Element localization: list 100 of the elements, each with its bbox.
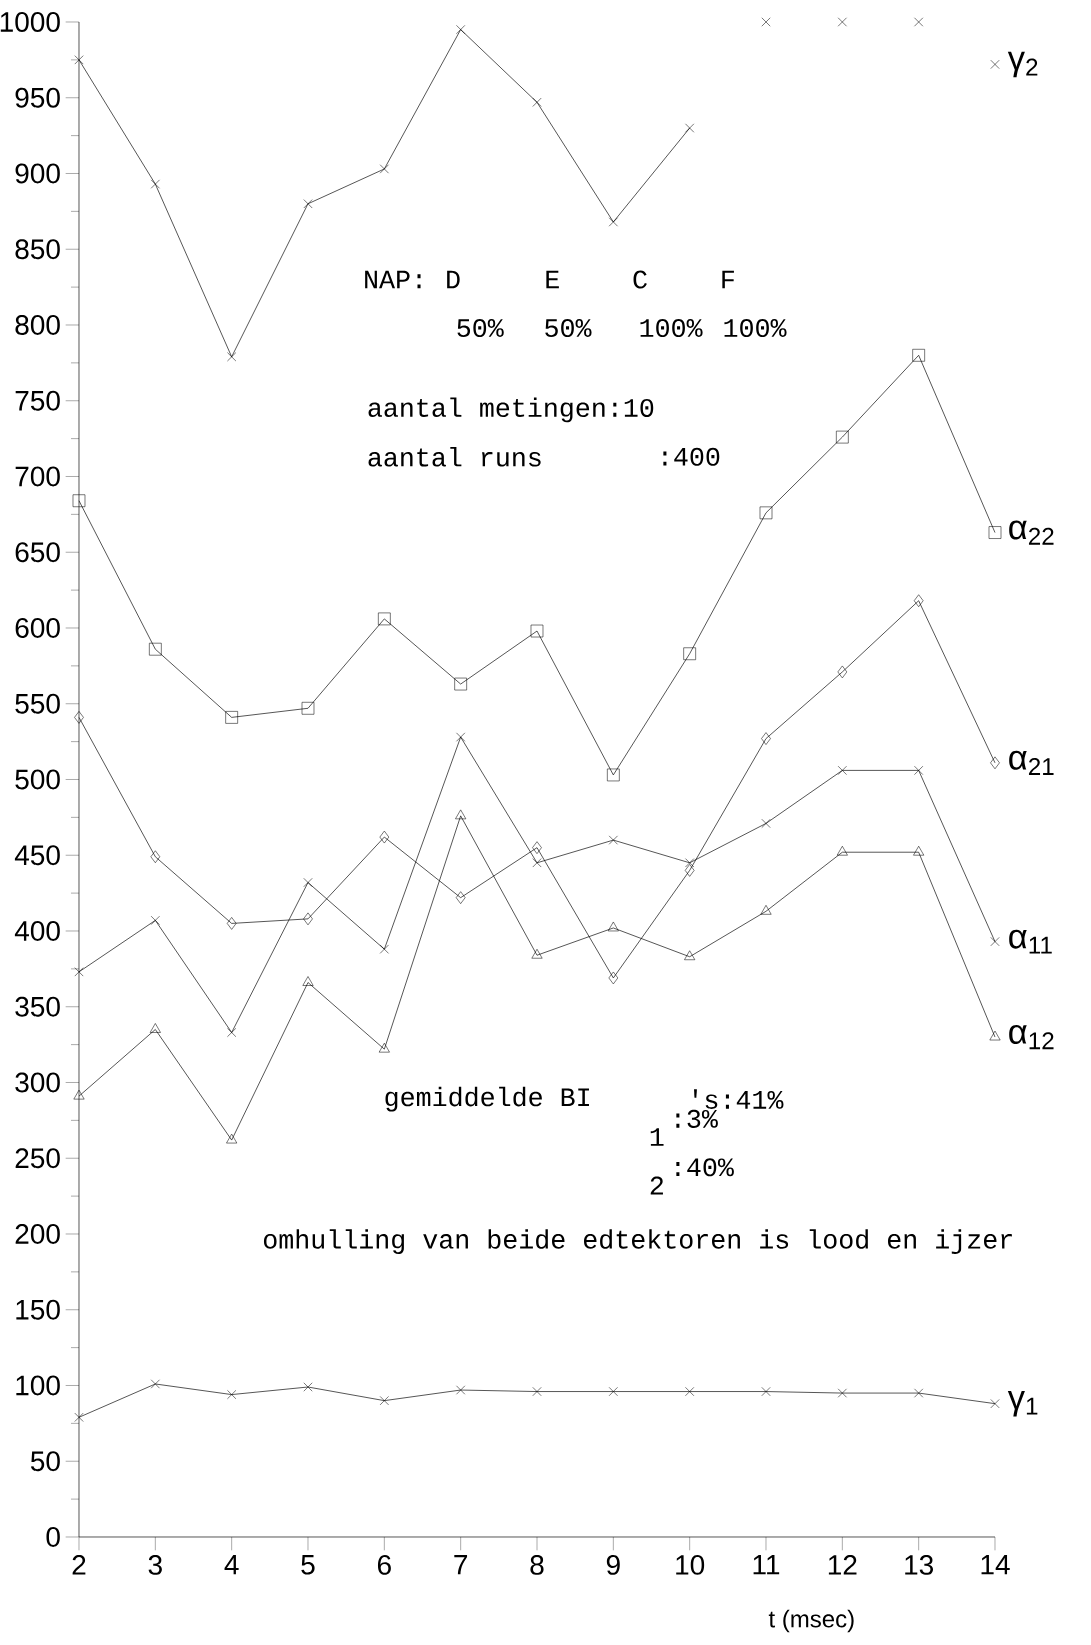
point xyxy=(759,506,773,520)
annotation: D xyxy=(447,270,460,289)
point xyxy=(378,1042,390,1053)
point xyxy=(455,891,466,904)
point xyxy=(227,352,237,362)
annotation: F xyxy=(722,270,734,289)
point xyxy=(74,55,84,65)
x-tick-label: 10 xyxy=(676,1555,705,1575)
point xyxy=(150,915,160,925)
point xyxy=(303,199,313,209)
point xyxy=(149,1023,161,1033)
point xyxy=(378,612,391,626)
point xyxy=(302,976,314,986)
point xyxy=(837,765,847,775)
y-tick-label: 800 xyxy=(15,315,60,335)
point xyxy=(837,665,848,679)
series-label: α$_{11}$ xyxy=(1009,929,1052,954)
point xyxy=(761,818,771,828)
y-tick-label: 500 xyxy=(15,769,60,790)
point xyxy=(989,1030,1001,1041)
point xyxy=(74,1412,84,1422)
y-tick-label: 0 xyxy=(46,1527,60,1547)
annotation: 100% xyxy=(640,318,703,338)
annotation: 100% xyxy=(724,318,787,338)
point xyxy=(530,624,544,638)
point xyxy=(608,1387,618,1397)
point xyxy=(227,1027,237,1038)
y-tick-label: 600 xyxy=(15,618,60,638)
point xyxy=(761,1387,771,1397)
annotation: 50% xyxy=(545,318,592,338)
y-tick-label: 150 xyxy=(16,1299,60,1320)
x-tick-label: 7 xyxy=(454,1555,468,1575)
point xyxy=(608,217,618,227)
point xyxy=(988,526,1002,539)
y-tick-label: 450 xyxy=(14,845,60,866)
point xyxy=(914,765,924,775)
point xyxy=(379,830,390,844)
series-label: α$_{21}$ xyxy=(1009,750,1054,775)
point xyxy=(607,921,619,932)
point xyxy=(912,349,925,362)
annotation: :400 xyxy=(663,447,720,466)
point xyxy=(227,1390,237,1400)
y-tick-label: 350 xyxy=(15,996,60,1017)
point xyxy=(685,1387,695,1397)
point xyxy=(73,1089,85,1100)
x-tick-label: 12 xyxy=(828,1555,857,1575)
point xyxy=(837,1388,847,1398)
point xyxy=(761,732,771,745)
annotation: :3% xyxy=(676,1109,718,1128)
x-tick-label: 9 xyxy=(606,1555,620,1575)
x-tick-label: 5 xyxy=(301,1555,315,1575)
point xyxy=(226,1133,238,1144)
annotation: NAP: xyxy=(365,270,421,289)
point xyxy=(532,97,542,107)
y-tick-label: 200 xyxy=(15,1224,60,1244)
point xyxy=(226,917,237,930)
y-tick-label: 50 xyxy=(30,1451,60,1472)
series-label: γ$_{2}$ xyxy=(1007,51,1038,78)
annotation: C xyxy=(633,270,647,289)
y-tick-label: 250 xyxy=(15,1148,60,1169)
point xyxy=(150,179,160,189)
point xyxy=(303,878,313,888)
y-tick-label: 700 xyxy=(15,466,60,487)
annotation: 1 xyxy=(650,1128,664,1146)
annotation: 's:41% xyxy=(693,1089,784,1109)
annotation: 2 xyxy=(650,1176,663,1195)
x-tick-label: 4 xyxy=(224,1555,239,1575)
y-tick-label: 400 xyxy=(14,921,60,941)
point xyxy=(607,768,620,782)
point xyxy=(532,841,542,854)
point xyxy=(379,944,389,954)
point xyxy=(74,967,84,977)
point xyxy=(456,732,466,742)
annotation: 50% xyxy=(457,318,504,338)
x-tick-label: 13 xyxy=(905,1555,934,1575)
x-tick-label: 2 xyxy=(72,1555,86,1575)
point xyxy=(74,711,84,724)
x-tick-label: 8 xyxy=(530,1555,544,1575)
annotation: :40% xyxy=(676,1158,734,1177)
series-label: α$_{12}$ xyxy=(1009,1024,1054,1050)
point xyxy=(149,642,162,656)
x-axis-title: t (msec) xyxy=(768,1609,854,1633)
point xyxy=(684,864,695,877)
annotation: E xyxy=(546,270,559,289)
annotation: aantal runs xyxy=(368,447,541,467)
point xyxy=(990,937,1000,947)
point xyxy=(990,756,1000,770)
y-tick-label: 100 xyxy=(16,1375,60,1396)
point xyxy=(914,1388,924,1398)
x-tick-label: 3 xyxy=(148,1555,162,1575)
point xyxy=(760,905,772,915)
point xyxy=(914,17,924,27)
y-tick-label: 750 xyxy=(15,390,60,411)
point xyxy=(72,494,86,508)
point xyxy=(990,59,1000,69)
point xyxy=(685,123,695,133)
y-tick-label: 650 xyxy=(15,542,60,563)
point xyxy=(913,845,925,856)
point xyxy=(684,950,696,961)
point xyxy=(531,948,543,959)
